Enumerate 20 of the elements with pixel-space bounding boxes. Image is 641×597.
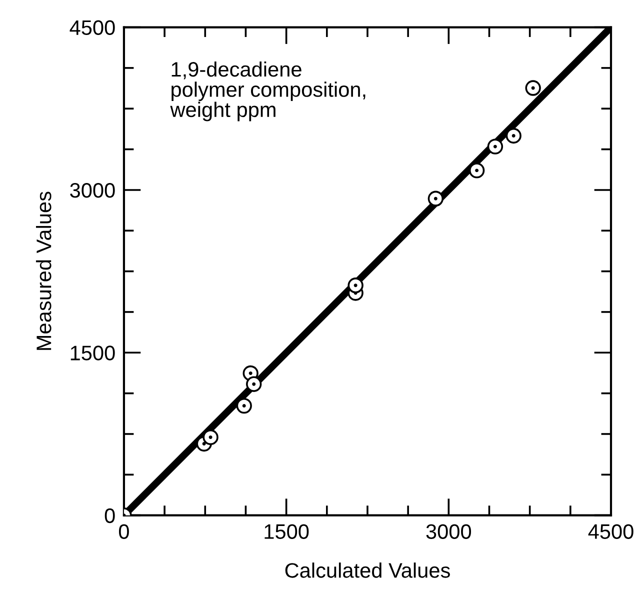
y-tick-label: 1500	[70, 346, 115, 360]
point	[236, 398, 252, 414]
point	[428, 190, 444, 206]
y-tick-label: 3000	[70, 182, 115, 198]
x-tick-label: 1500	[264, 524, 309, 539]
x-tick-label: 0	[118, 524, 129, 539]
x-tick-label: 3000	[426, 524, 472, 539]
point	[348, 278, 364, 294]
point	[525, 80, 541, 96]
x-tick-label: 4500	[588, 524, 634, 539]
y-tick-label: 0	[104, 508, 115, 524]
point	[202, 429, 218, 446]
y-tick-label: 4500	[70, 20, 115, 36]
annotation: 1,9-decadiene polymer composition, weight ppm	[170, 61, 366, 122]
point	[506, 128, 522, 144]
point	[487, 138, 504, 154]
x-axis-title: Calculated Values	[285, 562, 450, 578]
y-axis-title: Measured Values	[36, 192, 52, 350]
point	[468, 162, 485, 178]
point	[246, 376, 262, 392]
